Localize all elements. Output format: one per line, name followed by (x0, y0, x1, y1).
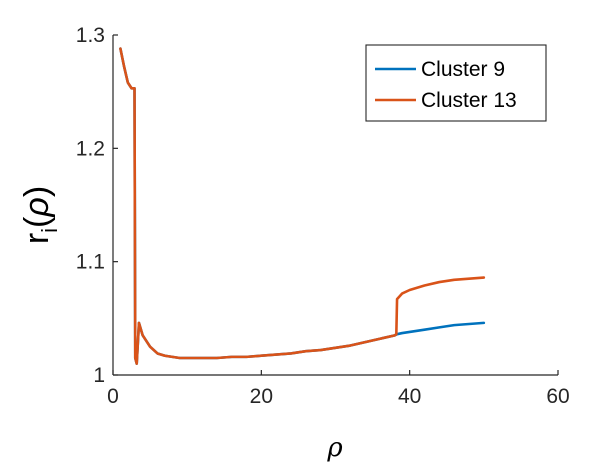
y-axis-label-open-paren: ( (18, 216, 56, 228)
y-axis-label-arg: ρ (18, 197, 56, 217)
x-tick-label: 20 (250, 385, 273, 408)
plot-lines (119, 47, 486, 365)
x-tick-label: 40 (398, 385, 421, 408)
series-line-2 (119, 47, 486, 365)
y-axis-label-close-paren: ) (18, 186, 56, 197)
x-tick-label: 0 (107, 385, 119, 408)
y-tick-label: 1.2 (76, 137, 105, 160)
legend-label-1: Cluster 9 (421, 58, 505, 81)
x-axis-label: ρ (326, 433, 343, 463)
y-tick-label: 1 (93, 364, 105, 387)
svg-text:ri(ρ): ri(ρ) (18, 186, 62, 244)
y-axis-label-main: r (18, 233, 56, 244)
y-axis-label: ri(ρ) (18, 186, 62, 244)
legend-label-2: Cluster 13 (421, 89, 517, 112)
y-axis-label-subscript: i (37, 228, 62, 233)
y-tick-label: 1.1 (76, 251, 105, 274)
axes (112, 35, 558, 376)
legend: Cluster 9 Cluster 13 (365, 44, 547, 122)
ticks: 0 20 40 60 1 1.1 1.2 1.3 (76, 24, 570, 408)
legend-box (365, 44, 547, 122)
y-tick-label: 1.3 (76, 24, 105, 47)
x-tick-label: 60 (546, 385, 569, 408)
